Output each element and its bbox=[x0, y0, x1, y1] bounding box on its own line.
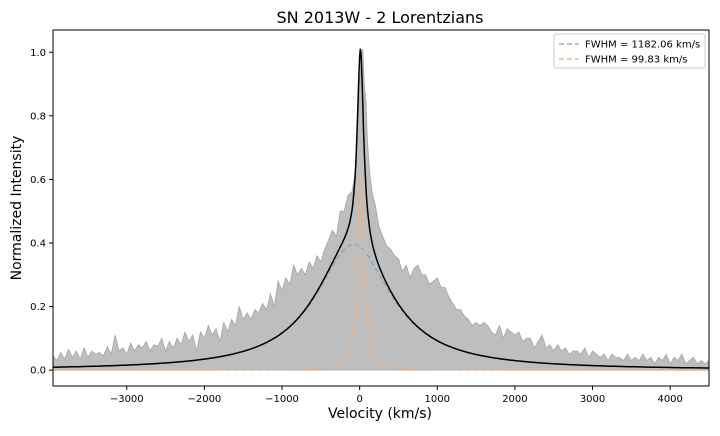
x-tick-label: 3000 bbox=[580, 394, 605, 405]
x-tick-label: −1000 bbox=[265, 394, 299, 405]
plot-frame bbox=[52, 29, 710, 387]
x-tick-label: −2000 bbox=[187, 394, 221, 405]
x-axis: −3000 −2000 −1000 0 1000 2000 3000 4000 bbox=[110, 386, 683, 405]
chart-title: SN 2013W - 2 Lorentzians bbox=[277, 8, 484, 27]
component-line-1 bbox=[53, 243, 709, 369]
y-tick-label: 0.4 bbox=[30, 238, 46, 249]
x-tick-label: 2000 bbox=[502, 394, 527, 405]
component-line-2 bbox=[53, 171, 709, 371]
observed-spectrum bbox=[53, 49, 709, 371]
legend-label-1: FWHM = 1182.06 km/s bbox=[585, 40, 700, 51]
x-tick-label: 4000 bbox=[657, 394, 682, 405]
legend-box bbox=[553, 33, 706, 69]
legend-label-2: FWHM = 99.83 km/s bbox=[585, 55, 687, 66]
y-axis-title: Normalized Intensity bbox=[9, 136, 25, 281]
x-tick-label: 0 bbox=[356, 394, 362, 405]
total-fit-line bbox=[53, 48, 709, 369]
y-tick-label: 0.6 bbox=[30, 175, 46, 186]
plot-area bbox=[53, 48, 709, 371]
x-axis-title: Velocity (km/s) bbox=[328, 406, 432, 422]
x-tick-label: 1000 bbox=[425, 394, 450, 405]
plot-content bbox=[53, 48, 709, 371]
x-tick-label: −3000 bbox=[110, 394, 144, 405]
legend: FWHM = 1182.06 km/s FWHM = 99.83 km/s bbox=[553, 33, 706, 69]
y-axis: 0.0 0.2 0.4 0.6 0.8 1.0 bbox=[30, 48, 53, 377]
y-tick-label: 0.0 bbox=[30, 366, 46, 377]
y-tick-label: 1.0 bbox=[30, 48, 46, 59]
y-tick-label: 0.8 bbox=[30, 111, 46, 122]
y-tick-label: 0.2 bbox=[30, 302, 46, 313]
